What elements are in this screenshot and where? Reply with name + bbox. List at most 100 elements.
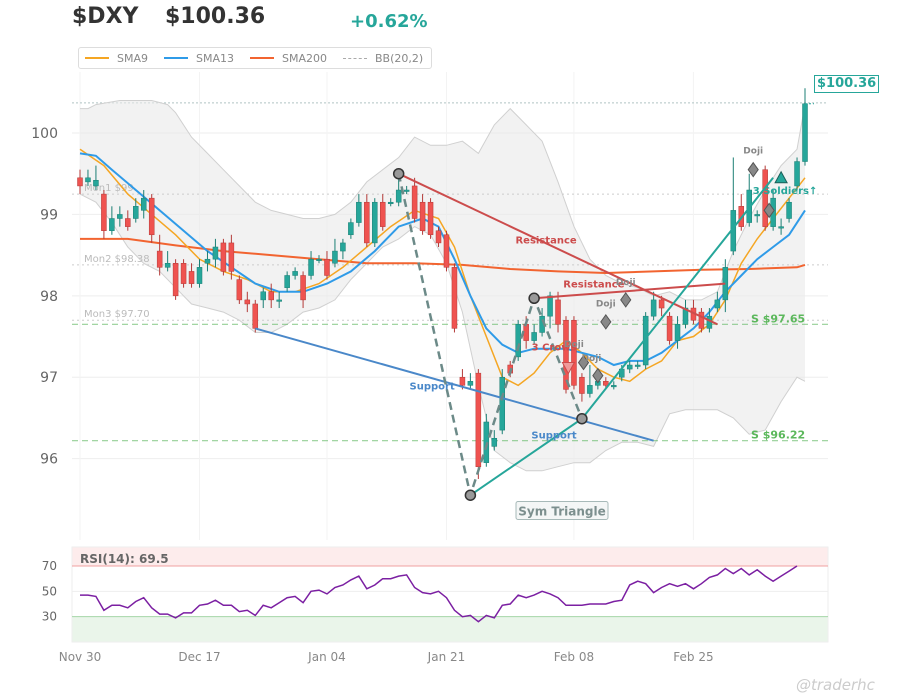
doji-marker [620,292,632,308]
watermark: @traderhc [796,676,875,694]
candle-body [626,364,633,370]
candle-body [140,197,147,211]
candle-body [794,161,800,187]
candle-body [547,295,553,317]
candle [443,230,450,272]
candle [77,169,83,195]
candle [411,177,418,223]
candle [252,299,259,333]
chart-legend: SMA9 SMA13 SMA200 BB(20,2) [78,47,433,69]
rsi-frame [71,546,829,643]
candle [786,198,792,223]
candle [156,234,163,276]
sym-triangle-box [515,501,609,521]
candle-body [196,267,203,284]
candle-body [292,271,298,276]
candle [587,365,593,398]
candle [300,271,306,309]
candle-body [156,250,163,268]
ticker-symbol: $DXY [72,4,139,29]
candle-body [125,218,131,227]
candle-body [356,201,362,223]
candle [180,259,187,288]
candle-body [276,299,282,302]
legend-swatch [85,57,109,59]
candle-body [579,376,585,394]
candle [196,259,203,288]
candle [754,210,760,223]
candle-body [220,242,227,272]
candle-body [419,201,426,231]
pivot-point [576,412,588,425]
candle-body [658,299,665,309]
doji-marker [577,354,590,371]
candle [730,157,737,256]
legend-item-sma9: SMA9 [85,52,148,65]
legend-label: BB(20,2) [375,51,424,65]
candle [260,287,266,309]
candle [340,238,346,260]
candle-body [443,234,450,268]
rsi-label: RSI(14): 69.5 [80,552,169,566]
candle [93,165,99,191]
candle [212,238,219,268]
candle-body [379,201,386,227]
x-tick-label: Feb 25 [673,650,713,664]
candle [611,381,617,390]
candle [395,177,402,207]
bearish-marker [561,361,576,375]
candle [109,206,115,235]
candle-body [571,319,577,386]
last-price-tag: $100.36 [814,75,880,93]
support-level-label: S $96.22 [751,429,805,442]
legend-swatch [164,57,188,59]
candle-body [499,376,506,431]
candle [172,259,179,300]
rsi-overbought-zone [72,547,828,566]
candle-body [650,299,657,317]
candle [746,173,752,227]
candle [682,299,689,329]
candle [188,263,195,288]
bollinger-upper-line [80,100,806,301]
candle [276,291,282,309]
candle-body [674,324,681,341]
rsi-tick-label: 30 [42,610,57,624]
candle-body [666,315,673,341]
candle [101,190,107,239]
candle-body [85,177,91,183]
x-tick-label: Dec 17 [178,650,220,664]
trendline [397,173,584,500]
rsi-tick-label: 70 [42,559,57,573]
candle-body [435,230,442,244]
candle [324,251,330,280]
candle-body [148,197,155,236]
candle-body [252,303,259,329]
candle [387,198,394,207]
legend-item-bb: BB(20,2) [343,52,423,65]
candle-body [236,279,243,301]
candle [419,194,426,235]
candle [531,324,537,345]
y-tick-label: 99 [40,207,58,223]
candle-body [754,214,760,217]
candle [626,360,633,374]
candle [475,369,482,479]
pattern-annotation: Doji [616,278,636,288]
candle [714,291,721,313]
candle [650,291,657,321]
sma200-line [80,237,806,275]
candle-body [802,103,808,162]
candle-body [316,258,322,261]
candle [634,360,641,370]
candle-body [117,214,123,219]
pivot-point [392,167,405,180]
doji-marker [747,161,759,178]
price-change: +0.62% [350,11,428,32]
candle [698,308,705,333]
candle [164,251,171,272]
candle-body [411,185,418,219]
support-level-label: S $97.65 [751,312,805,325]
candle-body [348,222,354,236]
